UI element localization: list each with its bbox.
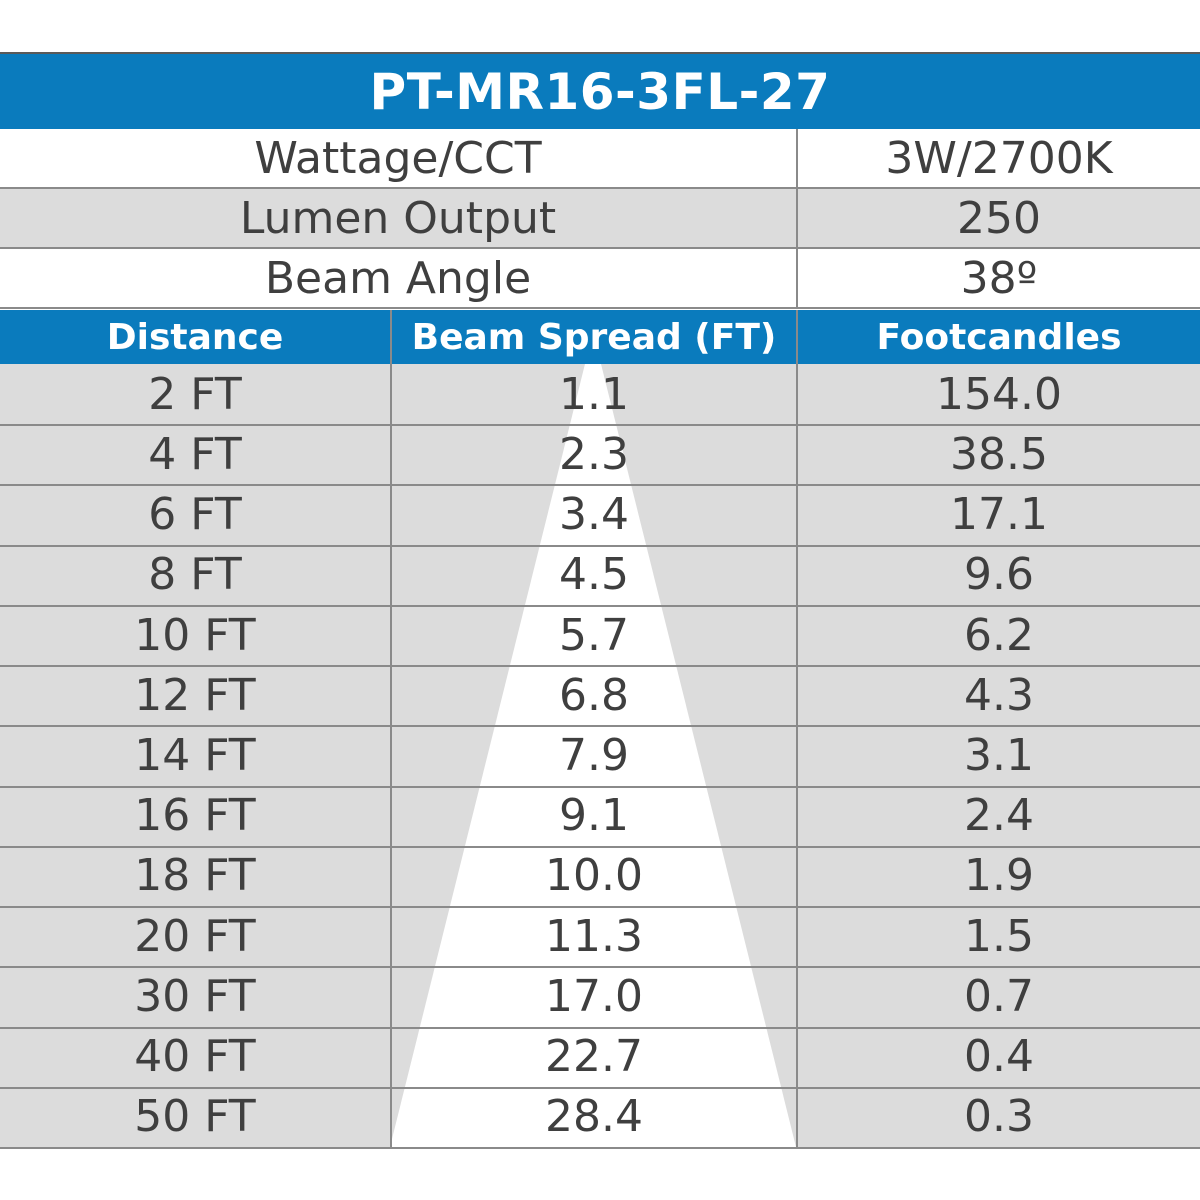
column-header-beam-spread: Beam Spread (FT): [390, 310, 796, 364]
table-row: 30 FT 17.0 0.7: [0, 966, 1200, 1029]
footcandles-cell: 38.5: [796, 424, 1200, 485]
distance-cell: 10 FT: [134, 609, 256, 661]
distance-cell: 40 FT: [134, 1031, 256, 1083]
table-row: 20 FT 11.3 1.5: [0, 906, 1200, 969]
footcandles-cell: 154.0: [796, 364, 1200, 425]
beam-spread-cell: 28.4: [390, 1086, 796, 1147]
spec-row-wattage: Wattage/CCT 3W/2700K: [0, 129, 1200, 189]
footcandles-cell: 1.5: [796, 906, 1200, 967]
beam-spread-cell: 1.1: [390, 364, 796, 425]
column-header-distance: Distance: [106, 316, 284, 358]
distance-cell: 14 FT: [134, 729, 256, 781]
spec-label: Wattage/CCT: [254, 132, 542, 184]
table-row: 8 FT 4.5 9.6: [0, 544, 1200, 607]
column-header-footcandles: Footcandles: [796, 310, 1200, 364]
title-bar: PT-MR16-3FL-27: [0, 52, 1200, 129]
distance-cell: 30 FT: [134, 970, 256, 1022]
table-row: 18 FT 10.0 1.9: [0, 845, 1200, 909]
footcandles-cell: 0.4: [796, 1026, 1200, 1087]
table-row: 14 FT 7.9 3.1: [0, 725, 1200, 788]
spec-value: 250: [796, 189, 1200, 247]
footcandles-cell: 17.1: [796, 484, 1200, 545]
spec-value: 3W/2700K: [796, 129, 1200, 187]
spec-label: Lumen Output: [239, 192, 557, 244]
column-header-row: Distance Beam Spread (FT) Footcandles: [0, 310, 1200, 364]
spec-row-beam-angle: Beam Angle 38º: [0, 249, 1200, 309]
distance-cell: 18 FT: [134, 850, 256, 902]
distance-cell: 20 FT: [134, 910, 256, 962]
beam-spread-cell: 9.1: [390, 785, 796, 846]
footcandles-cell: 3.1: [796, 725, 1200, 786]
table-row: 50 FT 28.4 0.3: [0, 1086, 1200, 1149]
footcandles-cell: 0.7: [796, 966, 1200, 1027]
beam-spread-cell: 4.5: [390, 544, 796, 605]
beam-spread-cell: 11.3: [390, 906, 796, 967]
beam-spread-cell: 2.3: [390, 424, 796, 485]
distance-cell: 50 FT: [134, 1091, 256, 1143]
product-title: PT-MR16-3FL-27: [369, 62, 831, 121]
data-table-body: 2 FT 1.1 154.0 4 FT 2.3 38.5 6 FT 3.4 17.1 8 FT 4.…: [0, 364, 1200, 1149]
spec-row-lumen: Lumen Output 250: [0, 189, 1200, 249]
distance-cell: 2 FT: [148, 368, 242, 420]
distance-cell: 12 FT: [134, 669, 256, 721]
beam-cone: [390, 364, 796, 1147]
beam-spread-cell: 7.9: [390, 725, 796, 786]
beam-spread-cell: 5.7: [390, 604, 796, 666]
footcandles-cell: 6.2: [796, 604, 1200, 666]
distance-cell: 16 FT: [134, 790, 256, 842]
footcandles-cell: 1.9: [796, 845, 1200, 907]
beam-spread-cell: 22.7: [390, 1026, 796, 1087]
spec-value: 38º: [796, 249, 1200, 307]
footcandles-cell: 9.6: [796, 544, 1200, 605]
distance-cell: 4 FT: [148, 428, 242, 480]
beam-spread-cell: 6.8: [390, 665, 796, 726]
table-row: 16 FT 9.1 2.4: [0, 785, 1200, 848]
data-rows: 2 FT 1.1 154.0 4 FT 2.3 38.5 6 FT 3.4 17.1 8 FT 4.…: [0, 364, 1200, 1149]
beam-cone-graphic: [390, 364, 796, 1147]
table-row: 40 FT 22.7 0.4: [0, 1026, 1200, 1089]
distance-cell: 6 FT: [148, 489, 242, 541]
beam-spread-cell: 10.0: [390, 845, 796, 907]
distance-cell: 8 FT: [148, 549, 242, 601]
footcandles-cell: 2.4: [796, 785, 1200, 846]
table-row: 2 FT 1.1 154.0: [0, 364, 1200, 427]
table-row: 12 FT 6.8 4.3: [0, 665, 1200, 728]
beam-spread-cell: 17.0: [390, 966, 796, 1027]
footcandles-cell: 0.3: [796, 1086, 1200, 1147]
beam-spread-cell: 3.4: [390, 484, 796, 545]
table-row: 6 FT 3.4 17.1: [0, 484, 1200, 547]
footcandles-cell: 4.3: [796, 665, 1200, 726]
table-row: 10 FT 5.7 6.2: [0, 604, 1200, 668]
spec-label: Beam Angle: [264, 252, 532, 304]
table-row: 4 FT 2.3 38.5: [0, 424, 1200, 487]
